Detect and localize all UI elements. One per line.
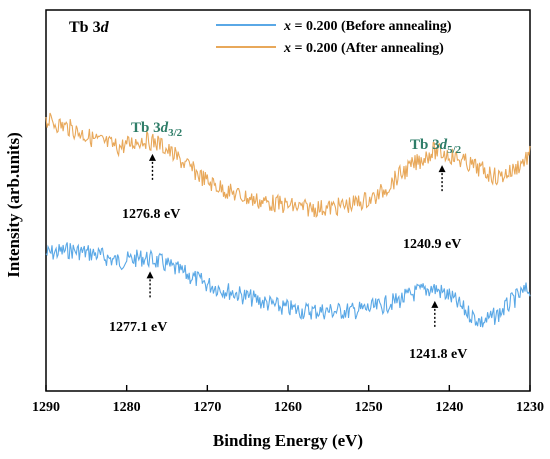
legend-label-before: x = 0.200 (Before annealing) [283,19,452,34]
series-layer [45,112,531,328]
arrow-layer [146,153,446,327]
y-axis-title: Intensity (arb.units) [4,132,23,277]
x-tick-label: 1230 [516,400,544,415]
x-tick-label: 1270 [193,400,221,415]
peak-arrow-head [146,271,154,279]
energy-label-1240-9: 1240.9 eV [403,237,461,252]
x-tick-label: 1260 [274,400,302,415]
peak-label-3d52: Tb 3d5/2 [410,137,462,156]
peak-arrow-head [148,153,156,161]
legend: x = 0.200 (Before annealing) x = 0.200 (… [216,19,452,56]
x-tick-label: 1280 [113,400,141,415]
panel-label: Tb 3d [69,19,110,36]
energy-label-1277-1: 1277.1 eV [109,320,167,335]
peak-arrow-head [438,165,446,173]
energy-label-1276-8: 1276.8 eV [122,207,180,222]
x-axis-title: Binding Energy (eV) [213,431,363,450]
legend-label-after: x = 0.200 (After annealing) [283,41,444,56]
energy-label-1241-8: 1241.8 eV [409,347,467,362]
x-tick-label: 1240 [435,400,463,415]
peak-arrow-head [431,300,439,308]
x-tick-label: 1290 [32,400,60,415]
series-line-0 [45,242,531,328]
peak-label-3d32: Tb 3d3/2 [131,120,183,139]
series-line-1 [45,112,531,218]
x-tick-label: 1250 [355,400,383,415]
x-axis: 1290 1280 1270 1260 1250 1240 1230 [32,385,544,415]
